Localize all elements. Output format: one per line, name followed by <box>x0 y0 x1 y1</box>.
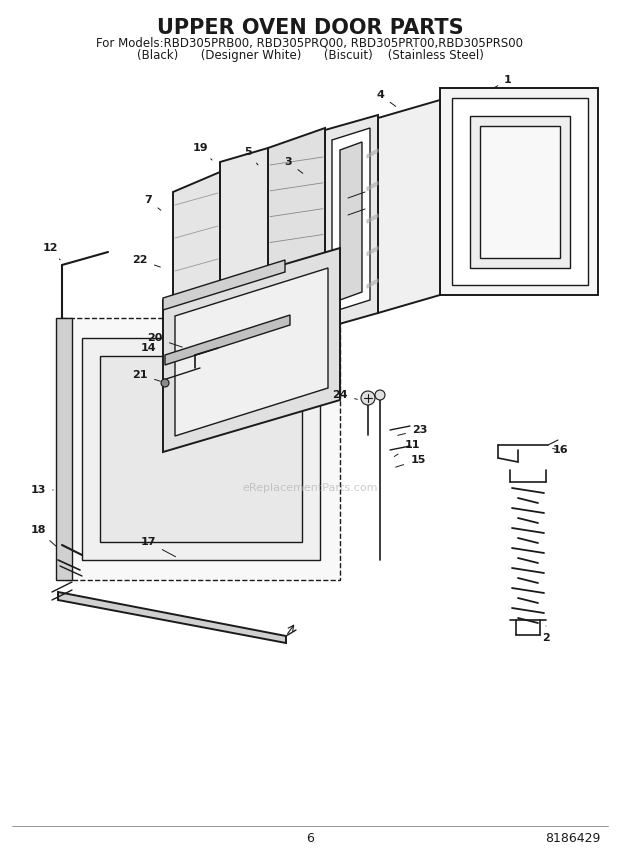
Text: 19: 19 <box>192 143 212 160</box>
Text: 14: 14 <box>140 343 162 357</box>
Polygon shape <box>175 268 328 436</box>
Polygon shape <box>82 338 320 560</box>
Polygon shape <box>325 115 378 328</box>
Polygon shape <box>440 88 598 295</box>
Text: UPPER OVEN DOOR PARTS: UPPER OVEN DOOR PARTS <box>157 18 463 38</box>
Polygon shape <box>62 318 340 580</box>
Text: 24: 24 <box>332 390 357 400</box>
Polygon shape <box>332 128 370 312</box>
Polygon shape <box>58 592 286 643</box>
Text: 4: 4 <box>376 90 396 106</box>
Polygon shape <box>163 248 340 452</box>
Polygon shape <box>367 247 378 255</box>
Polygon shape <box>367 279 378 288</box>
Text: 5: 5 <box>244 147 258 165</box>
Polygon shape <box>367 181 378 191</box>
Text: 11: 11 <box>394 440 420 456</box>
Text: 13: 13 <box>30 485 53 495</box>
Text: 22: 22 <box>132 255 161 267</box>
Text: 1: 1 <box>492 75 512 89</box>
Polygon shape <box>367 149 378 158</box>
Text: 8186429: 8186429 <box>544 831 600 845</box>
Text: eReplacementParts.com: eReplacementParts.com <box>242 483 378 493</box>
Polygon shape <box>480 126 560 258</box>
Polygon shape <box>163 260 285 310</box>
Polygon shape <box>220 148 268 364</box>
Text: 17: 17 <box>140 537 175 556</box>
Text: 18: 18 <box>30 525 56 546</box>
Polygon shape <box>173 172 220 384</box>
Circle shape <box>361 391 375 405</box>
Polygon shape <box>56 318 72 580</box>
Text: 6: 6 <box>306 831 314 845</box>
Circle shape <box>161 379 169 387</box>
Text: 16: 16 <box>552 445 568 455</box>
Text: (Black)      (Designer White)      (Biscuit)    (Stainless Steel): (Black) (Designer White) (Biscuit) (Stai… <box>136 49 484 62</box>
Polygon shape <box>340 142 362 300</box>
Text: 23: 23 <box>397 425 428 436</box>
Polygon shape <box>470 116 570 268</box>
Polygon shape <box>165 315 290 365</box>
Text: 12: 12 <box>42 243 60 260</box>
Polygon shape <box>452 98 588 285</box>
Polygon shape <box>100 356 302 542</box>
Text: 2: 2 <box>542 626 550 643</box>
Text: 21: 21 <box>132 370 161 381</box>
Polygon shape <box>378 100 440 313</box>
Polygon shape <box>367 214 378 223</box>
Text: 7: 7 <box>144 195 161 211</box>
Circle shape <box>375 390 385 400</box>
Text: 3: 3 <box>284 157 303 173</box>
Text: 15: 15 <box>396 455 426 467</box>
Polygon shape <box>268 128 325 350</box>
Text: 20: 20 <box>148 333 182 348</box>
Text: For Models:RBD305PRB00, RBD305PRQ00, RBD305PRT00,RBD305PRS00: For Models:RBD305PRB00, RBD305PRQ00, RBD… <box>97 36 523 49</box>
